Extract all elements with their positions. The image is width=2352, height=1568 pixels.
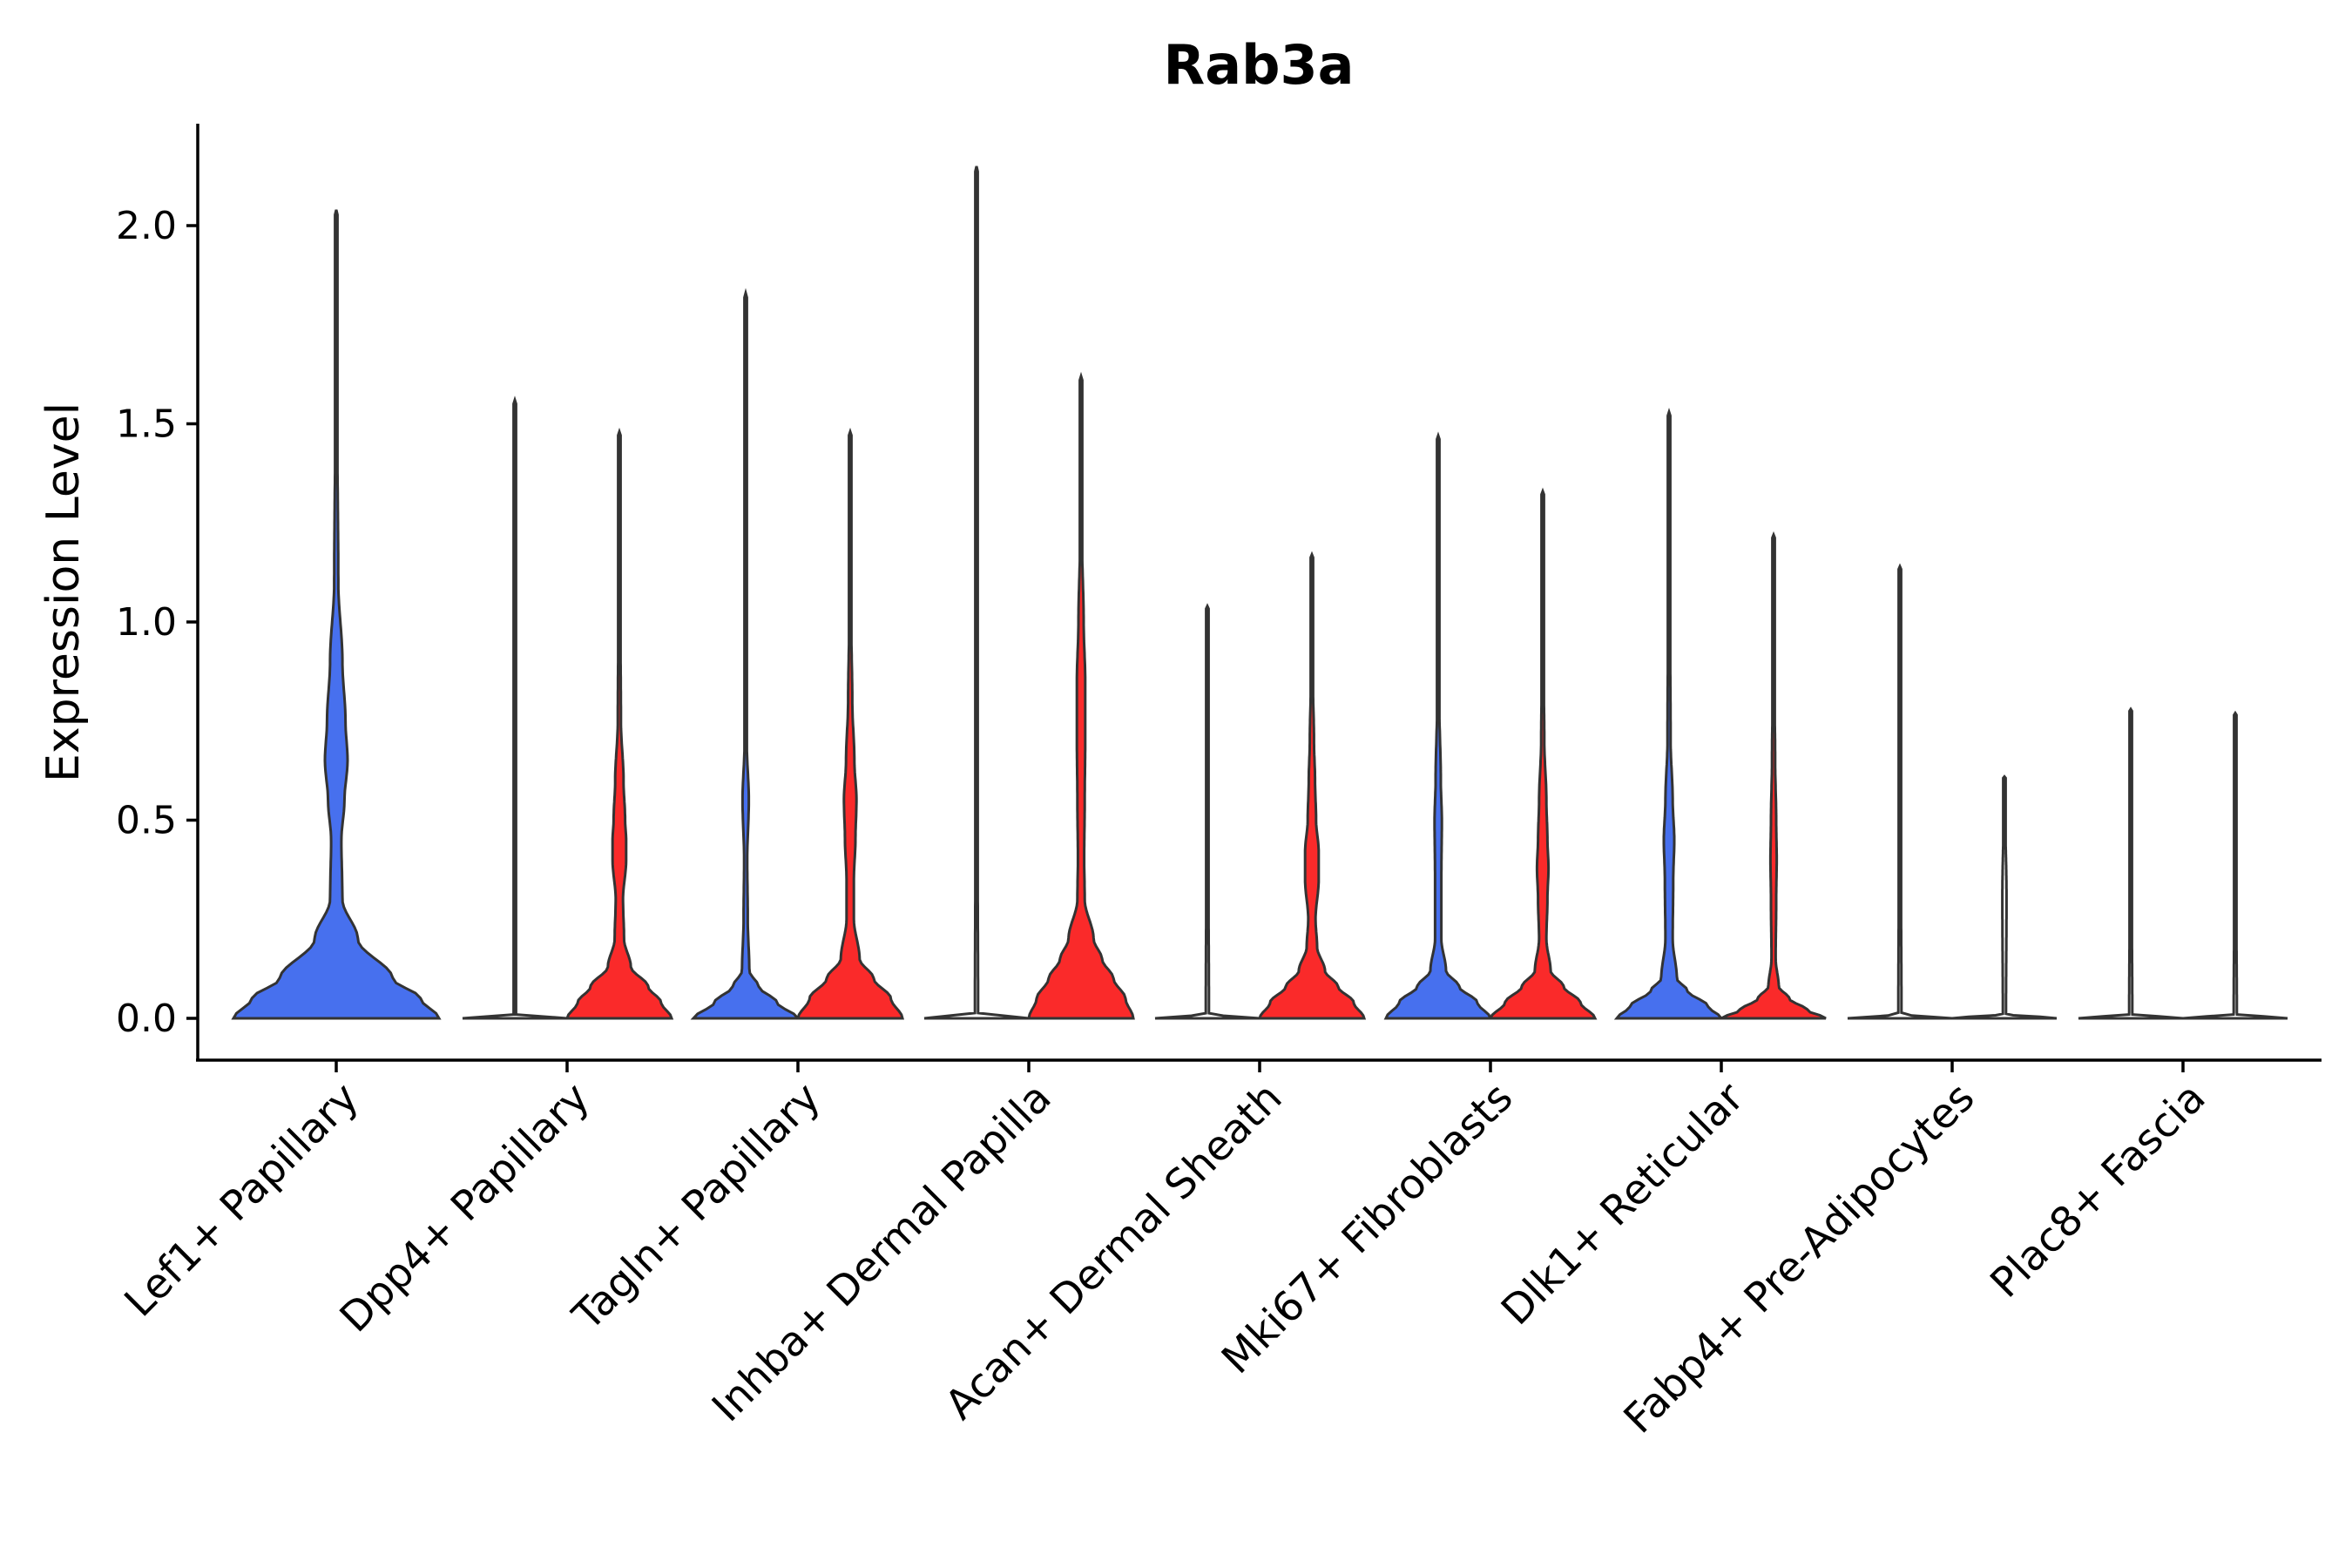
y-tick-label: 1.0 [116, 600, 177, 645]
violin-red-4 [1027, 371, 1135, 1020]
y-axis-label: Expression Level [37, 402, 90, 782]
x-tick-label: Plac8+ Fascia [1982, 1074, 2215, 1308]
violin-none-8 [1951, 774, 2058, 1020]
violin-red-7 [1720, 531, 1827, 1020]
violin-blue-3 [690, 287, 801, 1020]
violin-none-5 [1154, 603, 1260, 1020]
violin-blue-7 [1613, 408, 1725, 1020]
y-tick-label: 2.0 [116, 204, 177, 248]
violin-red-5 [1257, 551, 1367, 1020]
violin-blue-1 [231, 209, 442, 1020]
violin-red-2 [564, 427, 674, 1020]
x-tick-label: Dlk1+ Reticular [1492, 1073, 1754, 1335]
violin-red-3 [796, 427, 904, 1020]
y-tick-label: 0.0 [116, 997, 177, 1041]
y-tick-label: 0.5 [116, 799, 177, 843]
x-tick-label: Dpp4+ Papillary [331, 1074, 599, 1342]
chart-title: Rab3a [1164, 33, 1355, 97]
x-tick-label: Lef1+ Papillary [116, 1074, 368, 1327]
violin-none-9 [2182, 710, 2288, 1020]
violin-none-2 [462, 395, 568, 1020]
violin-blue-6 [1383, 431, 1493, 1020]
violin-red-6 [1488, 487, 1598, 1020]
violin-none-9 [2078, 706, 2184, 1020]
violin-none-8 [1847, 563, 1953, 1020]
y-ticks: 0.0 0.5 1.0 1.5 2.0 [116, 204, 198, 1041]
violin-group [231, 166, 2288, 1020]
violin-none-4 [923, 166, 1030, 1020]
x-tick-label: Tagln+ Papillary [564, 1074, 830, 1341]
y-tick-label: 1.5 [116, 402, 177, 447]
